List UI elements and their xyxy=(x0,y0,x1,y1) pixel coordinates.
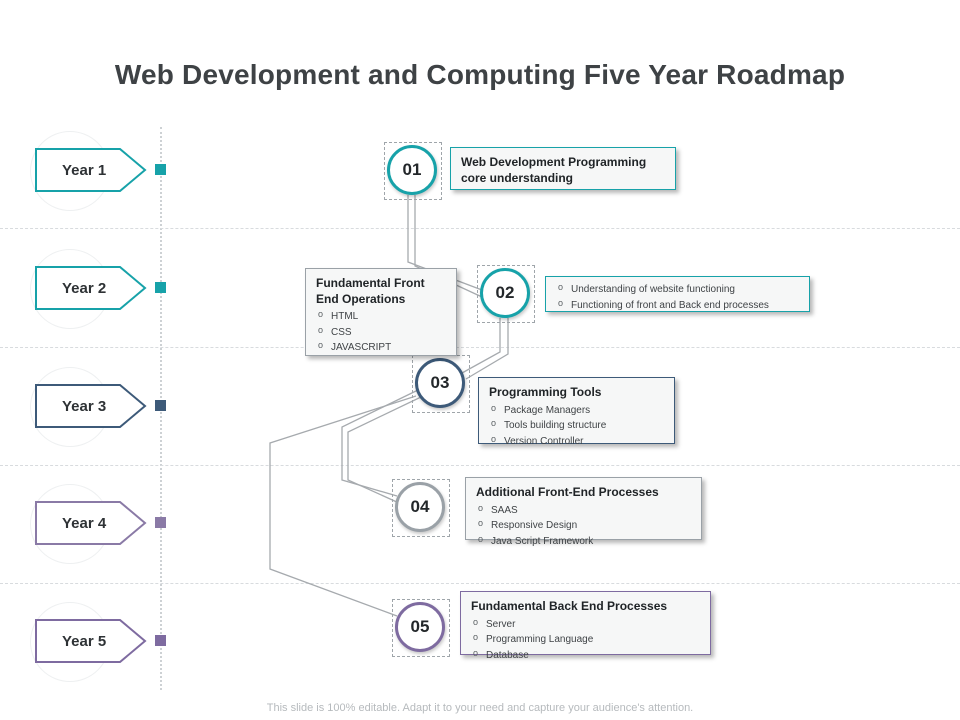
year-4-marker-square xyxy=(155,517,166,528)
bullet-item: JAVASCRIPT xyxy=(316,339,446,356)
row-separator xyxy=(0,228,960,229)
milestone-05-box: Fundamental Back End Processes Server Pr… xyxy=(460,591,711,661)
milestone-05-circle: 05 xyxy=(395,602,445,652)
bullet-item: Responsive Design xyxy=(476,517,691,534)
year-3-marker-square xyxy=(155,400,166,411)
year-1-marker-square xyxy=(155,164,166,175)
bullet-item: HTML xyxy=(316,308,446,325)
bullet-item: Server xyxy=(471,616,700,633)
milestone-02-side-box: Understanding of website functioning Fun… xyxy=(545,276,810,312)
circle-dashed-decor xyxy=(477,265,535,323)
bullet-item: Database xyxy=(471,647,700,664)
year-5-label: Year 5 xyxy=(62,632,107,650)
milestone-05-bullet-list: Server Programming Language Database xyxy=(471,616,700,664)
row-separator xyxy=(0,347,960,348)
page-title: Web Development and Computing Five Year … xyxy=(114,58,846,90)
bullet-item: Understanding of website functioning xyxy=(556,281,799,298)
row-separator xyxy=(0,583,960,584)
milestone-01-circle: 01 xyxy=(387,145,437,195)
bullet-item: Tools building structure xyxy=(489,417,664,434)
year-3-arrow: Year 3 xyxy=(35,384,147,428)
milestone-01-title: Web Development Programming core underst… xyxy=(461,155,647,185)
arrow-shape xyxy=(35,501,147,545)
milestone-04-number: 04 xyxy=(410,497,430,516)
year-5-marker-square xyxy=(155,635,166,646)
year-3-label: Year 3 xyxy=(62,397,107,415)
year-2-marker-square xyxy=(155,282,166,293)
circle-dashed-decor xyxy=(392,599,450,657)
year-5-arrow: Year 5 xyxy=(35,619,147,663)
arrow-shape xyxy=(35,619,147,663)
year-4-arrow: Year 4 xyxy=(35,501,147,545)
milestone-02-side-bullet-list: Understanding of website functioning Fun… xyxy=(556,281,799,314)
milestone-03-bullet-list: Package Managers Tools building structur… xyxy=(489,402,664,450)
milestone-03-box: Programming Tools Package Managers Tools… xyxy=(478,377,675,447)
bullet-item: Version Controller xyxy=(489,433,664,450)
bullet-item: Functioning of front and Back end proces… xyxy=(556,297,799,314)
milestone-05-title: Fundamental Back End Processes xyxy=(471,599,668,613)
milestone-02-title: Fundamental Front End Operations xyxy=(316,276,425,306)
milestone-02-circle: 02 xyxy=(480,268,530,318)
circle-dashed-decor xyxy=(384,142,442,200)
milestone-04-bullet-list: SAAS Responsive Design Java Script Frame… xyxy=(476,502,691,550)
milestone-04-box: Additional Front-End Processes SAAS Resp… xyxy=(465,477,702,547)
milestone-03-title: Programming Tools xyxy=(489,385,602,399)
year-2-label: Year 2 xyxy=(62,279,107,297)
arrow-shape xyxy=(35,266,147,310)
year-4-label: Year 4 xyxy=(62,514,107,532)
arrow-shape xyxy=(35,384,147,428)
milestone-02-bullet-list: HTML CSS JAVASCRIPT xyxy=(316,308,446,356)
milestone-04-circle: 04 xyxy=(395,482,445,532)
milestone-02-box: Fundamental Front End Operations HTML CS… xyxy=(305,268,457,356)
circle-dashed-decor xyxy=(392,479,450,537)
footer-note: This slide is 100% editable. Adapt it to… xyxy=(266,702,694,714)
milestone-04-title: Additional Front-End Processes xyxy=(476,485,659,499)
bullet-item: Java Script Framework xyxy=(476,533,691,550)
year-2-arrow: Year 2 xyxy=(35,266,147,310)
milestone-03-number: 03 xyxy=(430,373,450,392)
bullet-item: SAAS xyxy=(476,502,691,519)
year-1-label: Year 1 xyxy=(62,161,107,179)
milestone-01-box: Web Development Programming core underst… xyxy=(450,147,676,190)
arrow-shape xyxy=(35,148,147,192)
milestone-02-number: 02 xyxy=(495,283,515,302)
bullet-item: CSS xyxy=(316,324,446,341)
bullet-item: Programming Language xyxy=(471,631,700,648)
milestone-01-number: 01 xyxy=(402,160,422,179)
bullet-item: Package Managers xyxy=(489,402,664,419)
milestone-05-number: 05 xyxy=(410,617,430,636)
row-separator xyxy=(0,465,960,466)
year-1-arrow: Year 1 xyxy=(35,148,147,192)
milestone-03-circle: 03 xyxy=(415,358,465,408)
